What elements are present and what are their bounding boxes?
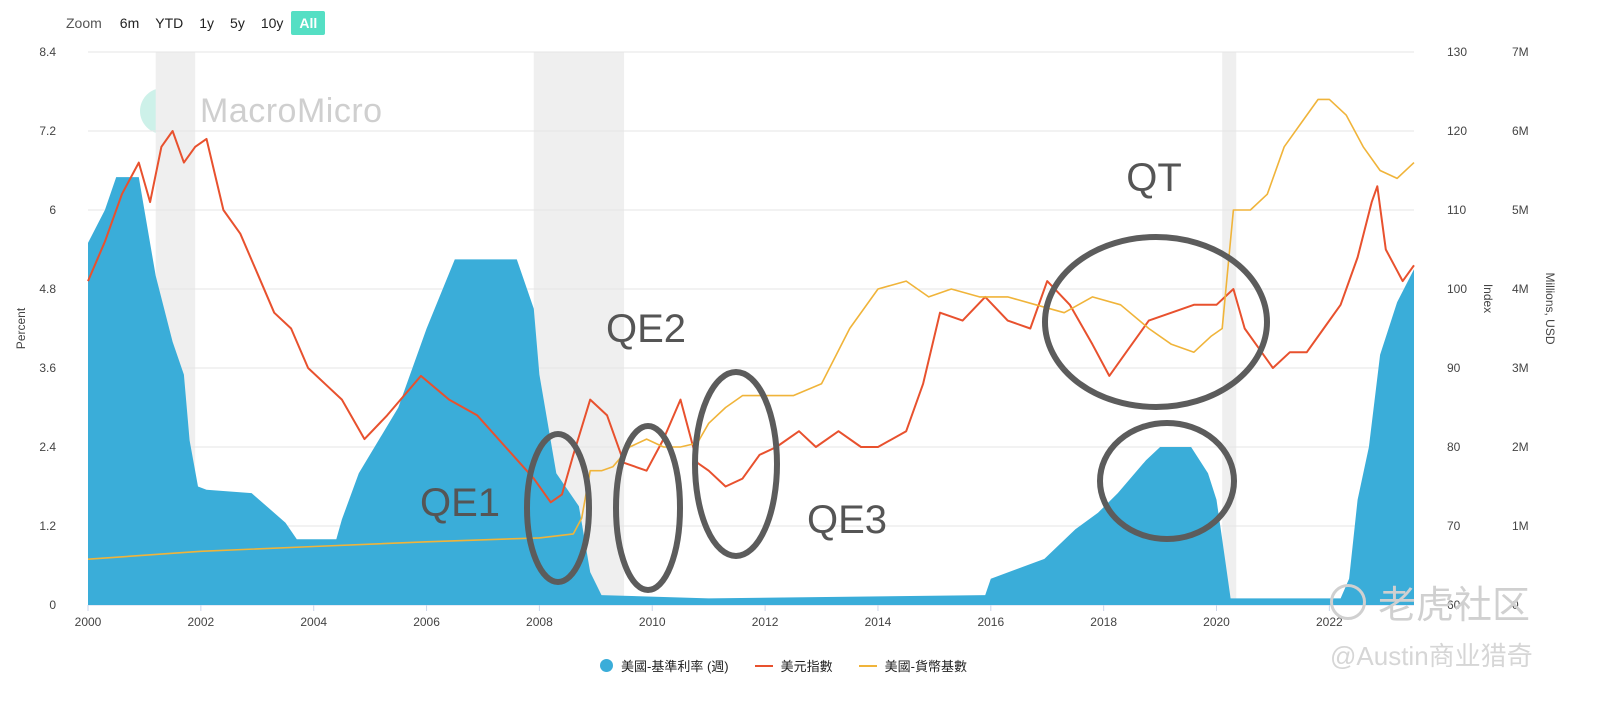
- annotation-ellipse-qe2: [613, 423, 683, 593]
- macromicro-watermark-text: MacroMicro: [200, 91, 383, 130]
- right-index-tick-label: 70: [1447, 519, 1461, 533]
- x-tick-label: 2002: [187, 615, 214, 629]
- recession-band-2: [1222, 52, 1237, 605]
- left-tick-label: 0: [49, 598, 56, 612]
- legend-line-base: [858, 664, 877, 667]
- right-index-tick-label: 100: [1447, 282, 1467, 296]
- zoom-ytd-button[interactable]: YTD: [155, 15, 184, 31]
- series-area-rate: [88, 177, 1414, 605]
- legend: 美國-基準利率 (週) 美元指數 美國-貨幣基數: [600, 656, 993, 675]
- x-tick-label: 2022: [1316, 615, 1343, 629]
- right-index-tick-label: 90: [1447, 361, 1461, 375]
- right-millions-tick-label: 2M: [1512, 440, 1529, 454]
- zoom-bar: Zoom 6m YTD 1y 5y 10y All: [66, 10, 326, 36]
- qe1-label: QE1: [420, 481, 500, 525]
- x-tick-label: 2008: [526, 615, 553, 629]
- right-index-tick-label: 130: [1447, 45, 1467, 59]
- series-line-base: [87, 98, 1415, 560]
- left-tick-label: 8.4: [39, 45, 56, 59]
- x-tick-label: 2004: [300, 615, 327, 629]
- tiger-logo-icon: [1330, 583, 1366, 620]
- right-millions-tick-label: 3M: [1512, 361, 1529, 375]
- legend-item-base[interactable]: 美國-貨幣基數: [858, 656, 967, 675]
- zoom-all-button[interactable]: All: [291, 11, 326, 35]
- qe2-label: QE2: [606, 307, 686, 351]
- author-watermark: @Austin商业猎奇: [1330, 641, 1533, 671]
- zoom-6m-button[interactable]: 6m: [119, 15, 140, 31]
- left-tick-label: 2.4: [39, 440, 56, 454]
- series-line-dxy: [87, 130, 1415, 504]
- zoom-1y-button[interactable]: 1y: [199, 15, 215, 31]
- left-tick-label: 7.2: [39, 124, 56, 138]
- line-series: [87, 98, 1415, 560]
- x-tick-label: 2020: [1203, 615, 1230, 629]
- right-millions-axis-title: Millions, USD: [1543, 272, 1557, 344]
- x-tick-label: 2012: [752, 615, 779, 629]
- tiger-watermark: 老虎社区: [1330, 574, 1530, 629]
- qt-label: QT: [1126, 156, 1182, 200]
- zoom-label: Zoom: [66, 15, 102, 31]
- x-tick-label: 2006: [413, 615, 440, 629]
- legend-label-rate: 美國-基準利率 (週): [621, 659, 729, 674]
- x-tick-label: 2010: [639, 615, 666, 629]
- annotation-ellipse-qt: [1042, 234, 1270, 410]
- legend-label-dxy: 美元指數: [780, 659, 833, 674]
- left-axis-title: Percent: [14, 307, 28, 349]
- legend-label-base: 美國-貨幣基數: [884, 659, 967, 674]
- tiger-watermark-text: 老虎社区: [1378, 585, 1531, 627]
- qe3-label: QE3: [807, 498, 887, 542]
- annotation-ellipse-qe1: [524, 431, 592, 585]
- annotation-ellipse-qe3: [692, 369, 780, 559]
- left-tick-label: 3.6: [39, 361, 56, 375]
- right-millions-tick-label: 5M: [1512, 203, 1529, 217]
- legend-line-dxy: [754, 664, 773, 667]
- legend-dot-rate: [600, 659, 613, 672]
- zoom-10y-button[interactable]: 10y: [260, 15, 284, 31]
- zoom-5y-button[interactable]: 5y: [230, 15, 245, 31]
- left-tick-label: 1.2: [39, 519, 56, 533]
- right-millions-tick-label: 4M: [1512, 282, 1529, 296]
- annotations: QE1 QE2 QE3 QT: [420, 156, 1270, 593]
- legend-item-rate[interactable]: 美國-基準利率 (週): [600, 656, 729, 675]
- left-tick-label: 6: [49, 203, 56, 217]
- axes: 0 60 0 1.2 70 1M 2.4 80 2M 3.6 90 3M 4.8 100 4M 6 110 5M 7…: [14, 45, 1557, 629]
- right-millions-tick-label: 6M: [1512, 124, 1529, 138]
- right-index-tick-label: 110: [1447, 203, 1466, 217]
- x-tick-label: 2000: [75, 615, 102, 629]
- right-index-tick-label: 80: [1447, 440, 1461, 454]
- annotation-ellipse-qt-rate: [1097, 420, 1237, 542]
- x-tick-label: 2014: [865, 615, 892, 629]
- x-tick-label: 2018: [1090, 615, 1117, 629]
- legend-item-dxy[interactable]: 美元指數: [754, 656, 833, 675]
- right-index-axis-title: Index: [1481, 284, 1495, 313]
- left-tick-label: 4.8: [39, 282, 56, 296]
- right-millions-tick-label: 0: [1512, 598, 1519, 612]
- right-millions-tick-label: 1M: [1512, 519, 1529, 533]
- right-index-tick-label: 60: [1447, 598, 1461, 612]
- right-millions-tick-label: 7M: [1512, 45, 1529, 59]
- right-index-tick-label: 120: [1447, 124, 1467, 138]
- recession-bands: [155, 52, 1237, 605]
- x-tick-label: 2016: [977, 615, 1004, 629]
- rate-area: [88, 177, 1414, 605]
